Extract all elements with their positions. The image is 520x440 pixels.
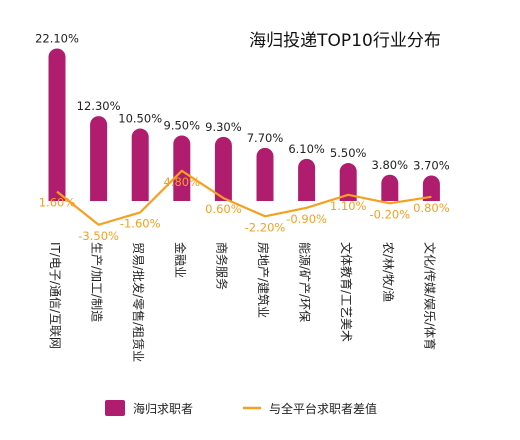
diff-line-group: 1.60% -3.50%-1.60% 4.80% 0.60%-2.20%-0.90%1… bbox=[39, 169, 450, 243]
bar-value-label-7: 5.50% bbox=[330, 146, 367, 160]
bar-3 bbox=[173, 135, 191, 201]
chart-title: 海归投递TOP10行业分布 bbox=[249, 31, 441, 51]
legend-label-line: 与全平台求职者差值 bbox=[269, 401, 377, 416]
category-label-7: 文体教育/工艺美术 bbox=[339, 242, 354, 342]
bar-2 bbox=[131, 128, 149, 201]
diff-value-label-4: 0.60% bbox=[205, 202, 242, 216]
bar-7 bbox=[339, 163, 357, 201]
bar-value-label-1: 12.30% bbox=[77, 99, 121, 113]
category-label-2: 贸易/批发/零售/租赁业 bbox=[131, 242, 146, 362]
diff-line bbox=[56, 169, 432, 226]
category-label-0: IT/电子/通信/互联网 bbox=[48, 242, 62, 349]
diff-value-label-0: 1.60% bbox=[39, 196, 76, 210]
legend: 海归求职者 与全平台求职者差值 bbox=[105, 400, 377, 416]
category-labels-group: IT/电子/通信/互联网 生产/加工/制造 贸易/批发/零售/租赁业 金融业 商务服务 房… bbox=[48, 242, 437, 362]
bar-9 bbox=[422, 175, 440, 201]
category-label-8: 农/林/牧/渔 bbox=[381, 242, 395, 302]
diff-value-label-9: 0.80% bbox=[413, 201, 450, 215]
bar-value-label-6: 6.10% bbox=[288, 142, 325, 156]
bar-value-label-8: 3.80% bbox=[372, 158, 409, 172]
category-label-3: 金融业 bbox=[173, 242, 188, 278]
diff-value-label-6: -0.90% bbox=[286, 212, 327, 226]
bar-5 bbox=[256, 147, 274, 201]
bar-1 bbox=[90, 116, 108, 201]
legend-swatch-bar bbox=[105, 400, 125, 416]
diff-value-label-7: 1.10% bbox=[330, 199, 367, 213]
bars-group: 22.10% 12.30%10.50% 9.50% 9.30% 7.70% 6.10% 5.… bbox=[35, 32, 450, 202]
diff-value-label-5: -2.20% bbox=[245, 220, 286, 234]
diff-value-label-8: -0.20% bbox=[369, 207, 410, 221]
diff-value-label-2: -1.60% bbox=[120, 216, 161, 230]
bar-value-label-5: 7.70% bbox=[247, 131, 284, 145]
diff-value-label-1: -3.50% bbox=[78, 229, 119, 243]
bar-8 bbox=[381, 174, 399, 201]
category-label-4: 商务服务 bbox=[214, 242, 229, 290]
bar-value-label-4: 9.30% bbox=[205, 120, 242, 134]
bar-value-label-2: 10.50% bbox=[118, 112, 162, 126]
diff-value-label-3: 4.80% bbox=[164, 175, 201, 189]
bar-0 bbox=[48, 48, 66, 202]
bar-4 bbox=[214, 136, 232, 201]
category-label-6: 能源/矿产/环保 bbox=[298, 242, 312, 322]
category-label-1: 生产/加工/制造 bbox=[90, 242, 104, 322]
bar-value-label-9: 3.70% bbox=[413, 158, 450, 172]
category-label-5: 房地产/建筑业 bbox=[256, 242, 271, 318]
bar-value-label-0: 22.10% bbox=[35, 32, 79, 46]
bar-6 bbox=[298, 158, 316, 201]
legend-label-bar: 海归求职者 bbox=[133, 401, 193, 416]
category-label-9: 文化/传媒/娱乐/体育 bbox=[422, 242, 437, 350]
bar-value-label-3: 9.50% bbox=[164, 118, 201, 132]
